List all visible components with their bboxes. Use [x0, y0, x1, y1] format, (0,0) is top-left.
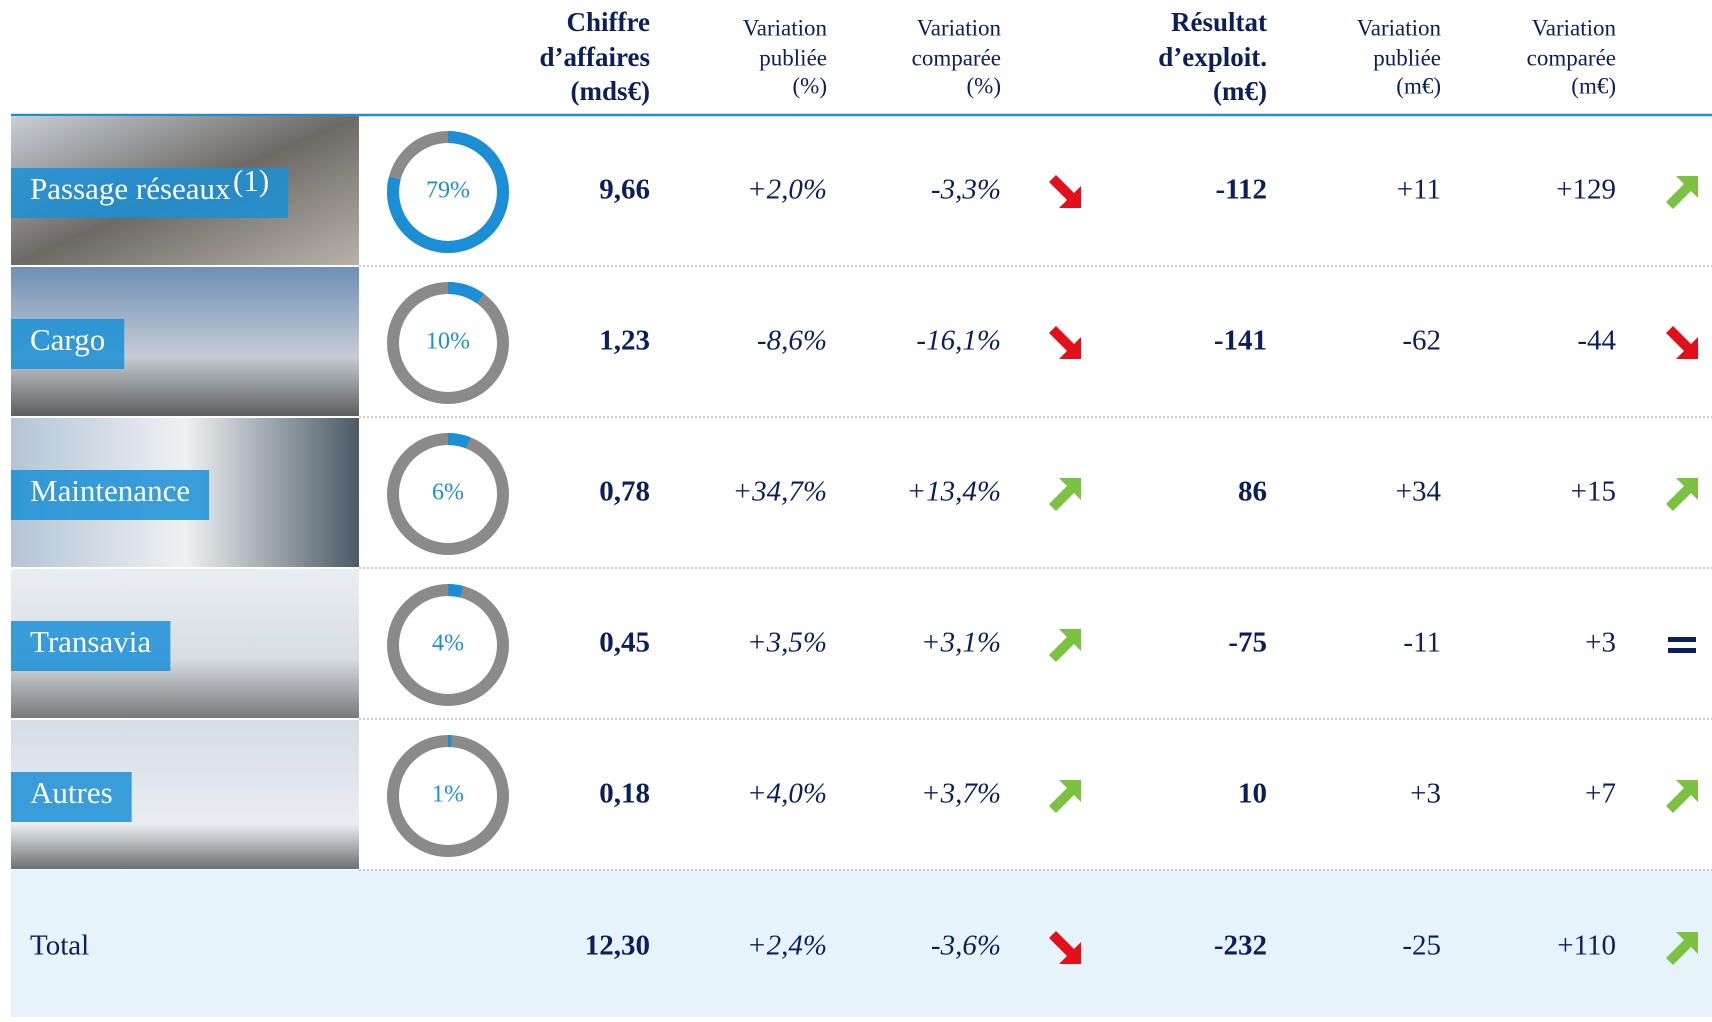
- cell: 12,30: [585, 930, 650, 962]
- header-line: Variation: [743, 15, 828, 40]
- cell: +129: [1556, 174, 1616, 206]
- label-box: [11, 470, 210, 520]
- label-box: [11, 621, 171, 671]
- cell: -75: [1228, 627, 1267, 659]
- cell: +2,4%: [747, 930, 827, 962]
- cell: -11: [1403, 627, 1441, 659]
- label-box: [11, 319, 125, 369]
- header-line: Variation: [1532, 15, 1617, 40]
- header-line: d’exploit.: [1158, 42, 1267, 72]
- header-line: publiée: [759, 45, 827, 70]
- row-label: Passage réseaux: [30, 171, 231, 206]
- cell: +34,7%: [733, 476, 827, 508]
- header-line: (%): [793, 73, 827, 98]
- row-label: Autres: [30, 775, 113, 810]
- donut-label: 1%: [432, 782, 464, 808]
- trend-up: [1666, 176, 1698, 209]
- cell: -44: [1577, 325, 1616, 357]
- cell: 9,66: [599, 174, 650, 206]
- cell: -112: [1215, 174, 1267, 206]
- trend-down: [1049, 175, 1081, 208]
- cell: 0,18: [599, 778, 650, 810]
- trend-flat: [1668, 637, 1696, 642]
- header-line: (m€): [1571, 73, 1616, 98]
- cell: +13,4%: [907, 476, 1001, 508]
- donut-share: [387, 282, 509, 404]
- total-band: [11, 870, 1712, 1017]
- cell: 1,23: [599, 325, 650, 357]
- header-line: comparée: [912, 45, 1001, 70]
- header-line: Chiffre: [567, 7, 650, 37]
- cell: +3,1%: [921, 627, 1001, 659]
- cell: +4,0%: [747, 778, 827, 810]
- donut-label: 6%: [432, 480, 464, 506]
- cell: -25: [1402, 930, 1441, 962]
- row-note: (1): [233, 163, 269, 198]
- cell: +3,7%: [921, 778, 1001, 810]
- donut-label: 79%: [426, 178, 470, 204]
- cell: +34: [1396, 476, 1442, 508]
- header-line: (m€): [1213, 76, 1267, 106]
- cell: 0,45: [599, 627, 650, 659]
- header-line: Variation: [1357, 15, 1442, 40]
- header-line: comparée: [1527, 45, 1616, 70]
- trend-down: [1666, 326, 1698, 359]
- header-line: d’affaires: [540, 42, 650, 72]
- donut-share: [387, 735, 509, 857]
- cell: +15: [1571, 476, 1616, 508]
- cell: +3: [1410, 778, 1441, 810]
- trend-up: [1666, 932, 1698, 965]
- cell: -8,6%: [757, 325, 827, 357]
- row-label: Transavia: [30, 624, 151, 659]
- trend-up: [1049, 629, 1081, 662]
- row-label: Maintenance: [30, 473, 190, 508]
- trend-down: [1049, 326, 1081, 359]
- cell: -62: [1402, 325, 1441, 357]
- header-line: Variation: [917, 15, 1002, 40]
- donut-share: [387, 584, 509, 706]
- total-label: Total: [30, 930, 89, 962]
- header-line: Résultat: [1171, 7, 1267, 37]
- cell: +7: [1585, 778, 1616, 810]
- cell: -232: [1214, 930, 1267, 962]
- cell: 10: [1238, 778, 1267, 810]
- trend-down: [1049, 931, 1081, 964]
- header-line: (mds€): [571, 76, 651, 106]
- cell: 86: [1238, 476, 1267, 508]
- label-box: [11, 168, 289, 218]
- trend-flat: [1668, 648, 1696, 653]
- donut-share: [387, 433, 509, 555]
- cell: -16,1%: [916, 325, 1001, 357]
- trend-up: [1049, 478, 1081, 511]
- cell: -3,3%: [931, 174, 1001, 206]
- donut-share: [387, 131, 509, 253]
- cell: +3,5%: [747, 627, 827, 659]
- cell: +2,0%: [747, 174, 827, 206]
- donut-label: 4%: [432, 631, 464, 657]
- header-line: (m€): [1396, 73, 1441, 98]
- label-box: [11, 772, 132, 822]
- header-line: (%): [967, 73, 1001, 98]
- row-label: Cargo: [30, 322, 105, 357]
- cell: +11: [1397, 174, 1441, 206]
- cell: 0,78: [599, 476, 650, 508]
- trend-up: [1666, 478, 1698, 511]
- header-line: publiée: [1373, 45, 1441, 70]
- cell: +3: [1585, 627, 1616, 659]
- cell: +110: [1557, 930, 1616, 962]
- trend-up: [1666, 780, 1698, 813]
- donut-label: 10%: [426, 329, 470, 355]
- trend-up: [1049, 780, 1081, 813]
- cell: -141: [1214, 325, 1267, 357]
- cell: -3,6%: [931, 930, 1001, 962]
